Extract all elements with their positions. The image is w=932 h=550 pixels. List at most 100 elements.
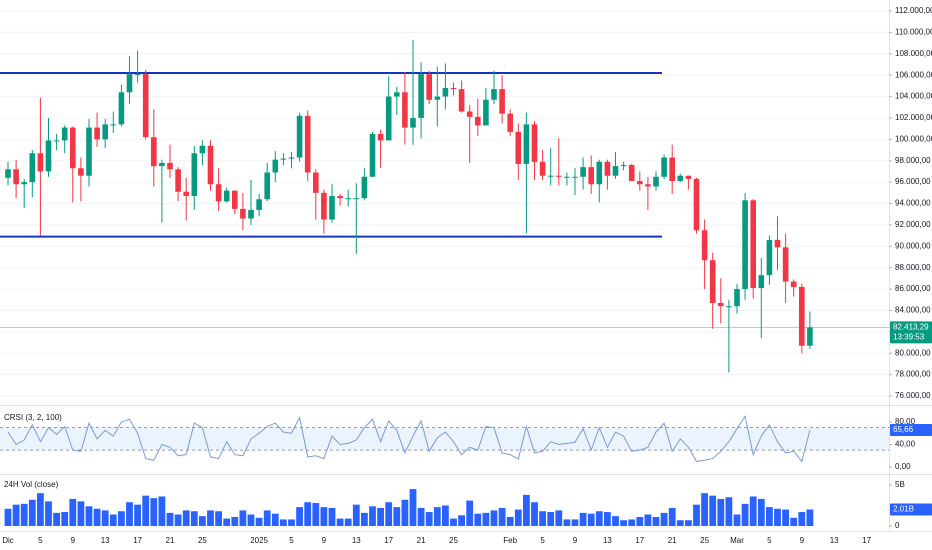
x-tick-label: 13 xyxy=(603,536,612,545)
candle-body xyxy=(515,131,522,164)
candle-body xyxy=(94,127,100,140)
candle-body xyxy=(159,162,165,167)
value-tag xyxy=(890,424,932,437)
candle-body xyxy=(734,289,740,307)
volume-bar xyxy=(4,508,12,526)
x-tick-label: 25 xyxy=(700,536,709,545)
candle-body xyxy=(685,175,692,179)
volume-bar xyxy=(312,503,320,526)
candle-body xyxy=(61,127,68,141)
candle-body xyxy=(256,199,262,210)
countdown-label: 13:39:53 xyxy=(893,333,925,342)
volume-bar xyxy=(685,520,692,526)
x-tick-label: 9 xyxy=(573,536,578,545)
volume-bar xyxy=(174,514,182,526)
candle-body xyxy=(118,92,125,125)
volume-bar xyxy=(676,520,684,526)
x-tick-label: 5 xyxy=(289,536,294,545)
volume-bar xyxy=(369,506,376,526)
volume-bar xyxy=(328,507,336,526)
candle-body xyxy=(183,191,189,197)
x-tick-label: 13 xyxy=(830,536,839,545)
x-tick-label: 9 xyxy=(322,536,327,545)
candle-body xyxy=(726,306,732,308)
candle-body xyxy=(345,198,351,200)
candle-body xyxy=(701,230,708,261)
candle-body xyxy=(377,134,384,141)
candle-body xyxy=(637,181,643,185)
indicator-title: CRSI (3, 2, 100) xyxy=(4,413,62,422)
volume-bar xyxy=(749,496,757,526)
candle-body xyxy=(353,198,360,200)
x-tick-label: 17 xyxy=(862,536,871,545)
volume-bar xyxy=(231,516,239,526)
candle-body xyxy=(321,192,327,220)
candle-body xyxy=(523,124,530,164)
candle-body xyxy=(645,184,651,187)
volume-bar xyxy=(595,511,603,526)
volume-bar xyxy=(385,502,393,526)
y-tick-label: 102.000,00 xyxy=(895,113,932,122)
value-tag-label: 2,01B xyxy=(893,505,914,514)
volume-bar xyxy=(523,494,530,526)
volume-bar xyxy=(514,509,522,526)
candle-body xyxy=(799,286,805,346)
volume-bar xyxy=(37,493,44,526)
volume-bar xyxy=(425,512,433,526)
candle-body xyxy=(418,74,424,118)
volume-bar xyxy=(118,511,125,526)
volume-bar xyxy=(798,512,806,526)
volume-bar xyxy=(12,504,20,526)
volume-bar xyxy=(20,503,28,526)
volume-bar xyxy=(604,512,611,526)
x-tick-label: 9 xyxy=(800,536,805,545)
candle-body xyxy=(774,239,781,248)
indicator-title: 24H Vol (close) xyxy=(4,480,59,489)
candle-body xyxy=(466,111,473,117)
volume-bar xyxy=(61,512,69,526)
volume-bar xyxy=(182,510,190,526)
y-tick-label: 106.000,00 xyxy=(895,70,932,79)
y-tick-label: 80.000,00 xyxy=(895,348,931,357)
volume-bar xyxy=(263,510,271,526)
volume-bar xyxy=(660,512,668,526)
indicator-line xyxy=(7,415,811,463)
volume-bar xyxy=(239,510,247,526)
candle-body xyxy=(669,157,675,182)
volume-bar xyxy=(69,498,77,526)
band-fill xyxy=(0,427,889,451)
candle-body xyxy=(369,134,376,177)
candle-body xyxy=(240,208,246,219)
volume-bar xyxy=(766,507,773,526)
volume-bar xyxy=(587,513,595,526)
candle-body xyxy=(790,281,797,287)
volume-bar xyxy=(199,516,206,526)
y-tick-label: 84.000,00 xyxy=(895,306,931,315)
volume-bar xyxy=(150,498,158,526)
candle-body xyxy=(175,169,181,192)
volume-bar xyxy=(442,505,449,526)
candle-body xyxy=(86,127,92,176)
volume-bar xyxy=(466,500,474,526)
candle-body xyxy=(507,113,513,132)
volume-bar xyxy=(774,508,781,526)
candle-body xyxy=(191,153,198,197)
candle-body xyxy=(134,74,141,76)
volume-bar xyxy=(77,501,85,526)
candle-body xyxy=(475,116,481,126)
candle-body xyxy=(45,140,52,172)
candle-body xyxy=(142,74,149,138)
candle-body xyxy=(531,124,538,162)
candle-body xyxy=(37,153,44,172)
volume-bar xyxy=(271,513,279,526)
candle-body xyxy=(653,176,659,187)
volume-bar xyxy=(344,518,352,526)
candle-body xyxy=(499,89,505,114)
x-tick-label: Dic xyxy=(2,536,14,545)
volume-bar xyxy=(782,509,789,526)
x-tick-label: 2025 xyxy=(250,536,268,545)
y-tick-label: 104.000,00 xyxy=(895,92,932,101)
candle-body xyxy=(450,88,457,90)
candle-body xyxy=(402,92,408,128)
y-tick-label: 98.000,00 xyxy=(895,156,931,165)
